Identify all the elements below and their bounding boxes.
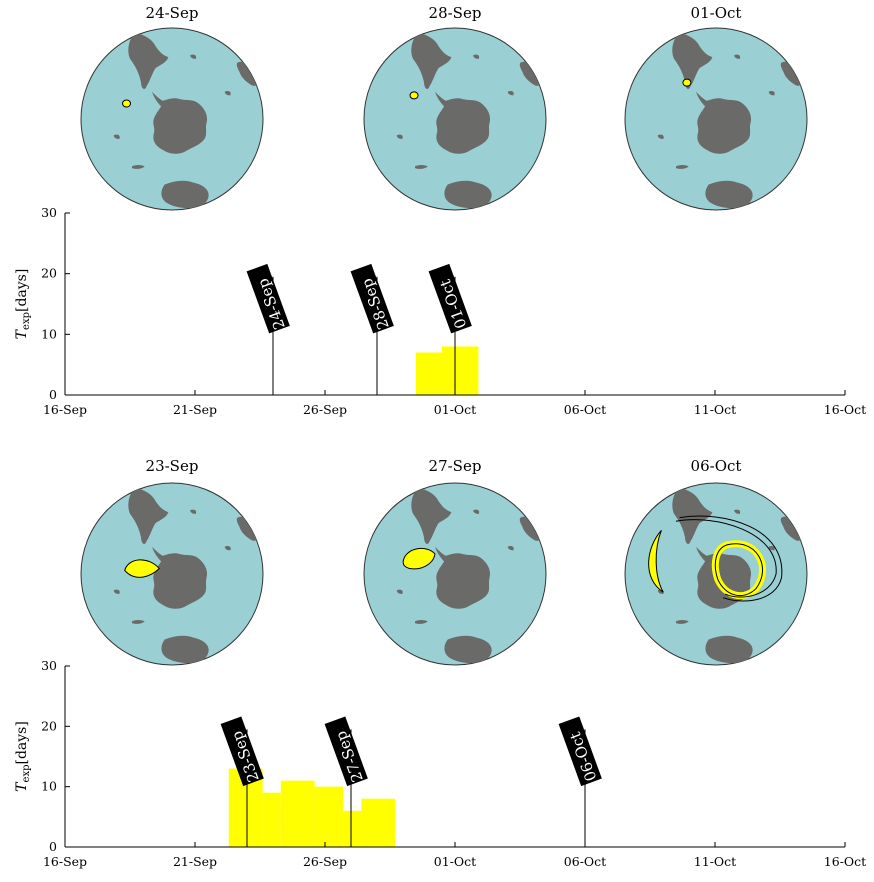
map-1: 23-Sep — [80, 457, 264, 666]
x-tick-label: 01-Oct — [434, 854, 476, 869]
x-tick-label: 16-Oct — [824, 402, 866, 417]
y-tick-label: 20 — [41, 266, 57, 281]
marker-flag: 28-Sep — [350, 263, 394, 334]
y-tick-label: 0 — [49, 839, 57, 854]
flag-box — [558, 716, 602, 787]
y-axis-label: Texp[days] — [14, 721, 32, 792]
marker-flag: 24-Sep — [246, 263, 290, 334]
bar — [314, 786, 344, 847]
anomaly-blob — [409, 91, 419, 100]
map-3: 06-Oct — [624, 457, 808, 666]
bar — [442, 346, 479, 395]
flag-box — [350, 263, 394, 334]
x-tick-label: 26-Sep — [303, 402, 347, 417]
map-2: 27-Sep — [363, 457, 547, 666]
x-tick-label: 06-Oct — [564, 402, 606, 417]
x-tick-label: 26-Sep — [303, 854, 347, 869]
panel-1: 24-Sep 28-Sep 01-Oct 0 10 20 30 16-Sep 21-Sep 26-… — [14, 4, 866, 417]
map-title: 28-Sep — [429, 4, 482, 22]
map-2: 28-Sep — [363, 4, 547, 211]
flag-box — [428, 263, 472, 334]
map-title: 23-Sep — [146, 457, 199, 475]
x-tick-label: 21-Sep — [173, 402, 217, 417]
y-tick-label: 0 — [49, 387, 57, 402]
anomaly-contour — [679, 515, 783, 602]
x-tick-label: 16-Sep — [43, 854, 87, 869]
y-tick-label: 10 — [41, 326, 57, 341]
map-title: 24-Sep — [146, 4, 199, 22]
bar — [361, 798, 396, 847]
bar — [280, 780, 315, 847]
flag-box — [324, 716, 368, 787]
y-tick-label: 10 — [41, 779, 57, 794]
marker-flag: 27-Sep — [324, 716, 368, 787]
anomaly-contour — [675, 519, 777, 598]
y-tick-label: 30 — [41, 205, 57, 220]
anomaly-ring-outline — [714, 543, 763, 597]
map-1: 24-Sep — [80, 4, 264, 211]
map-title: 06-Oct — [691, 457, 742, 475]
x-tick-label: 11-Oct — [694, 854, 736, 869]
flag-box — [220, 716, 264, 787]
panel-2: 23-Sep 27-Sep 06-Oct 0 10 20 30 16-Sep 21-Sep 26-… — [14, 457, 866, 869]
marker-flag: 06-Oct — [558, 716, 602, 787]
y-tick-label: 30 — [41, 658, 57, 673]
anomaly-blob — [122, 99, 131, 108]
bar-chart: 0 10 20 30 16-Sep 21-Sep 26-Sep 01-Oct 06-Oct 11-… — [14, 205, 866, 417]
marker-flag: 23-Sep — [220, 716, 264, 787]
map-title: 27-Sep — [429, 457, 482, 475]
bar — [343, 810, 362, 847]
marker-flag: 01-Oct — [428, 263, 472, 334]
x-tick-label: 21-Sep — [173, 854, 217, 869]
y-axis-label: Texp[days] — [14, 269, 32, 340]
anomaly-crescent — [648, 529, 664, 593]
x-tick-label: 16-Oct — [824, 854, 866, 869]
bar-chart: 0 10 20 30 16-Sep 21-Sep 26-Sep 01-Oct 06-Oct 11-… — [14, 658, 866, 869]
x-tick-label: 01-Oct — [434, 402, 476, 417]
bar — [262, 792, 281, 847]
map-title: 01-Oct — [691, 4, 742, 22]
anomaly-blob — [124, 559, 160, 578]
x-tick-label: 16-Sep — [43, 402, 87, 417]
x-tick-label: 06-Oct — [564, 854, 606, 869]
bar — [416, 352, 442, 395]
flag-box — [246, 263, 290, 334]
anomaly-blob — [682, 78, 692, 87]
x-tick-label: 11-Oct — [694, 402, 736, 417]
anomaly-blob — [402, 547, 436, 570]
map-3: 01-Oct — [624, 4, 808, 211]
y-tick-label: 20 — [41, 718, 57, 733]
